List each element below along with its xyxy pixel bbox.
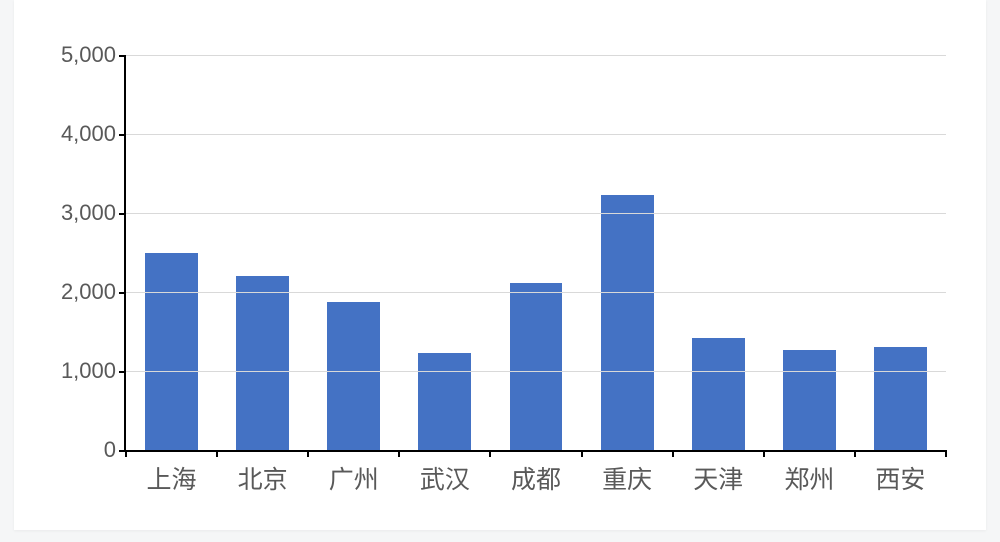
y-tick-label: 3,000 [61,200,116,226]
y-tick-label: 5,000 [61,42,116,68]
x-tick-label: 重庆 [602,460,652,496]
y-tick-label: 0 [104,437,116,463]
gridline [126,371,946,372]
x-tick-label: 天津 [693,460,743,496]
y-tick-label: 4,000 [61,121,116,147]
y-tick-mark [119,134,126,136]
chart-card: 0 1,000 2,000 3,000 4,000 5,000 上海 北京 广州 武汉 成都 重庆 天津… [14,0,986,530]
bar [783,350,836,450]
bar [874,347,927,450]
x-tick-mark [763,450,765,457]
gridline [126,134,946,135]
gridline [126,55,946,56]
bar [418,353,471,450]
x-tick-mark [581,450,583,457]
bar [327,302,380,450]
bars-layer [126,55,946,450]
y-tick-label: 2,000 [61,279,116,305]
x-tick-mark [854,450,856,457]
x-tick-label: 广州 [329,460,379,496]
y-tick-mark [119,292,126,294]
x-tick-label: 上海 [147,460,197,496]
bar [692,338,745,450]
bar [510,283,563,450]
x-tick-label: 武汉 [420,460,470,496]
x-tick-label: 成都 [511,460,561,496]
y-tick-label: 1,000 [61,358,116,384]
x-tick-mark [307,450,309,457]
x-tick-mark [398,450,400,457]
gridline [126,292,946,293]
plot-area: 01,0002,0003,0004,0005,000上海北京广州武汉成都重庆天津… [124,55,946,452]
x-tick-label: 郑州 [784,460,834,496]
x-tick-label: 北京 [238,460,288,496]
x-tick-mark [945,450,947,457]
x-tick-label: 西安 [875,460,925,496]
x-tick-mark [216,450,218,457]
x-tick-mark [489,450,491,457]
gridline [126,213,946,214]
x-tick-mark [125,450,127,457]
x-tick-mark [672,450,674,457]
y-tick-mark [119,55,126,57]
bar [236,276,289,450]
bar [601,195,654,450]
y-tick-mark [119,213,126,215]
y-tick-mark [119,371,126,373]
bar [145,253,198,451]
